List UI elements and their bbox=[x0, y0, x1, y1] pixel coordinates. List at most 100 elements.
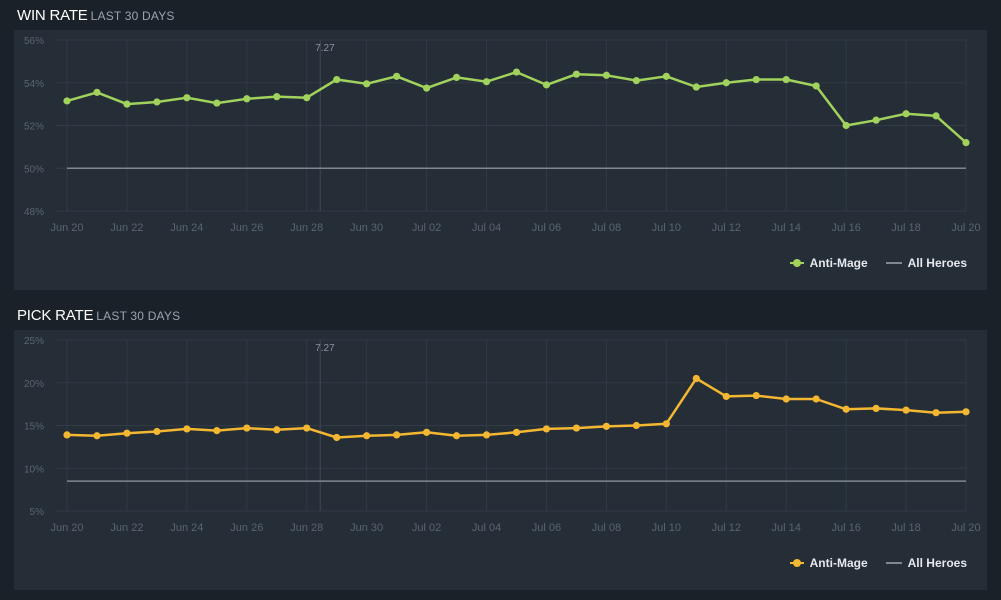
x-tick-label: Jun 28 bbox=[290, 522, 323, 534]
x-tick-label: Jul 14 bbox=[772, 222, 801, 234]
data-point-anti-mage bbox=[363, 80, 371, 88]
data-point-anti-mage bbox=[512, 68, 521, 76]
x-tick-label: Jul 02 bbox=[412, 222, 441, 234]
x-tick-label: Jul 06 bbox=[532, 522, 561, 534]
data-point-anti-mage bbox=[183, 425, 191, 433]
legend-marker-anti-mage bbox=[789, 558, 804, 568]
x-tick-label: Jul 04 bbox=[472, 222, 501, 234]
x-tick-label: Jun 24 bbox=[170, 222, 203, 234]
data-point-anti-mage bbox=[333, 75, 341, 84]
pick-rate-legend: Anti-Mage All Heroes bbox=[789, 555, 967, 571]
data-point-anti-mage bbox=[932, 409, 940, 417]
data-point-anti-mage bbox=[452, 73, 461, 82]
data-point-anti-mage bbox=[153, 98, 161, 106]
x-tick-label: Jul 20 bbox=[951, 222, 980, 234]
x-tick-label: Jul 04 bbox=[472, 522, 501, 534]
data-point-anti-mage bbox=[572, 70, 581, 78]
data-point-anti-mage bbox=[542, 81, 551, 89]
data-point-anti-mage bbox=[782, 75, 790, 84]
data-point-anti-mage bbox=[333, 433, 341, 442]
legend-item-anti-mage[interactable]: Anti-Mage bbox=[789, 256, 868, 270]
y-tick-label: 10% bbox=[24, 464, 44, 475]
x-tick-label: Jul 12 bbox=[712, 522, 741, 534]
data-point-anti-mage bbox=[812, 395, 820, 403]
data-point-anti-mage bbox=[692, 374, 700, 383]
patch-marker-label: 7.27 bbox=[315, 343, 335, 354]
win-rate-chart-panel: 48% 50% 52% 54% 56% Jun 20 Jun 22 Jun 24 Jun 26 J… bbox=[14, 30, 987, 290]
data-point-anti-mage bbox=[662, 420, 670, 428]
legend-label-anti-mage: Anti-Mage bbox=[809, 256, 868, 270]
data-point-anti-mage bbox=[752, 75, 760, 84]
x-tick-label: Jul 08 bbox=[592, 522, 621, 534]
x-tick-label: Jul 20 bbox=[951, 522, 980, 534]
data-point-anti-mage bbox=[393, 431, 401, 439]
x-tick-label: Jul 06 bbox=[532, 222, 561, 234]
x-tick-label: Jun 20 bbox=[50, 222, 83, 234]
data-point-anti-mage bbox=[752, 391, 760, 400]
data-point-anti-mage bbox=[632, 421, 640, 430]
win-rate-chart: 48% 50% 52% 54% 56% Jun 20 Jun 22 Jun 24 Jun 26 J… bbox=[24, 36, 981, 234]
data-point-anti-mage bbox=[273, 93, 281, 101]
data-point-anti-mage bbox=[363, 432, 371, 440]
y-tick-label: 54% bbox=[24, 79, 44, 90]
data-point-anti-mage bbox=[572, 424, 581, 432]
x-tick-label: Jul 18 bbox=[891, 222, 920, 234]
x-tick-label: Jul 16 bbox=[831, 522, 860, 534]
legend-label-anti-mage: Anti-Mage bbox=[809, 556, 868, 570]
data-point-anti-mage bbox=[692, 83, 700, 91]
y-tick-label: 50% bbox=[24, 164, 44, 175]
x-tick-label: Jul 10 bbox=[652, 222, 681, 234]
legend-label-all-heroes: All Heroes bbox=[907, 256, 967, 270]
data-point-anti-mage bbox=[273, 426, 281, 434]
y-tick-label: 20% bbox=[24, 379, 44, 390]
data-point-anti-mage bbox=[782, 395, 790, 403]
data-point-anti-mage bbox=[842, 405, 850, 413]
data-point-anti-mage bbox=[722, 392, 730, 401]
data-point-anti-mage bbox=[243, 424, 251, 432]
data-point-anti-mage bbox=[602, 71, 611, 79]
x-tick-label: Jun 20 bbox=[50, 522, 83, 534]
x-tick-label: Jun 30 bbox=[350, 522, 383, 534]
win-rate-legend: Anti-Mage All Heroes bbox=[789, 255, 967, 271]
data-point-anti-mage bbox=[902, 110, 910, 118]
pick-rate-chart: 5% 10% 15% 20% 25% Jun 20 Jun 22 Jun 24 Jun 26 Ju… bbox=[24, 336, 981, 534]
data-point-anti-mage bbox=[93, 88, 101, 96]
data-point-anti-mage bbox=[93, 432, 101, 440]
data-point-anti-mage bbox=[482, 431, 491, 439]
data-point-anti-mage bbox=[482, 78, 491, 86]
data-point-anti-mage bbox=[962, 139, 970, 147]
x-tick-label: Jul 08 bbox=[592, 222, 621, 234]
x-tick-label: Jul 12 bbox=[712, 222, 741, 234]
data-point-anti-mage bbox=[812, 82, 820, 90]
legend-item-all-heroes[interactable]: All Heroes bbox=[885, 256, 967, 270]
win-rate-section: WIN RATE LAST 30 DAYS 48% 50% 52% 54% 56% Jun … bbox=[14, 4, 987, 290]
win-rate-subtitle: LAST 30 DAYS bbox=[90, 9, 175, 23]
data-point-anti-mage bbox=[452, 432, 461, 440]
x-tick-label: Jul 14 bbox=[772, 522, 801, 534]
data-point-anti-mage bbox=[303, 94, 311, 102]
data-point-anti-mage bbox=[213, 99, 221, 107]
x-tick-label: Jul 02 bbox=[412, 522, 441, 534]
win-rate-heading: WIN RATE LAST 30 DAYS bbox=[17, 4, 175, 28]
legend-item-anti-mage[interactable]: Anti-Mage bbox=[789, 556, 868, 570]
data-point-anti-mage bbox=[63, 431, 71, 439]
pick-rate-heading: PICK RATE LAST 30 DAYS bbox=[17, 304, 180, 328]
legend-item-all-heroes[interactable]: All Heroes bbox=[885, 556, 967, 570]
data-point-anti-mage bbox=[183, 94, 191, 102]
x-tick-label: Jun 22 bbox=[110, 522, 143, 534]
pick-rate-chart-panel: 5% 10% 15% 20% 25% Jun 20 Jun 22 Jun 24 Jun 26 Ju… bbox=[14, 330, 987, 590]
data-point-anti-mage bbox=[602, 422, 611, 430]
data-point-anti-mage bbox=[542, 425, 551, 433]
data-point-anti-mage bbox=[932, 112, 940, 120]
data-point-anti-mage bbox=[962, 408, 970, 416]
data-point-anti-mage bbox=[423, 428, 431, 436]
data-point-anti-mage bbox=[303, 424, 311, 432]
y-tick-label: 15% bbox=[24, 422, 44, 433]
data-point-anti-mage bbox=[872, 404, 880, 412]
pick-rate-section: PICK RATE LAST 30 DAYS 5% 10% 15% 20% 25% Jun … bbox=[0, 300, 1001, 600]
x-tick-label: Jun 24 bbox=[170, 522, 203, 534]
legend-label-all-heroes: All Heroes bbox=[907, 556, 967, 570]
legend-marker-all-heroes bbox=[885, 262, 902, 264]
data-point-anti-mage bbox=[512, 428, 521, 436]
data-point-anti-mage bbox=[662, 72, 670, 80]
